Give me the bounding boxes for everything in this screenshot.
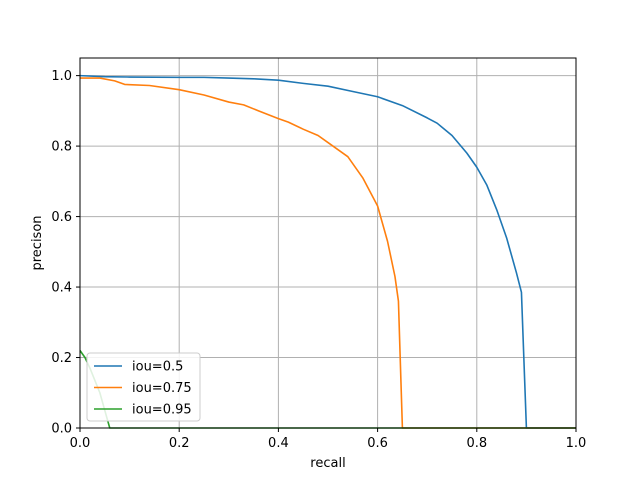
y-tick-label: 0.2 [51,351,72,366]
x-tick-label: 0.2 [169,436,190,451]
x-tick-label: 0.6 [367,436,388,451]
series-line-1 [80,77,576,429]
series-line-0 [79,74,576,429]
legend-box [86,352,201,422]
y-tick-label: 0.6 [51,210,72,225]
x-tick-label: 1.0 [566,436,587,451]
x-axis-label: recall [310,456,345,471]
y-tick-label: 0.8 [51,140,72,155]
y-tick-label: 0.4 [51,281,72,296]
legend: iou=0.5 iou=0.75 iou=0.95 [86,352,201,422]
plot-frame [79,57,577,429]
legend-label-0: iou=0.5 [132,360,183,375]
x-tick-label: 0.0 [70,436,91,451]
x-tick-label: 0.8 [466,436,487,451]
legend-label-2: iou=0.95 [132,403,192,418]
axis-ticks: 0.0 0.2 0.4 0.6 0.8 1.0 0.0 0.2 0.4 0.6 0.8 1.0 [51,69,586,451]
y-tick-label: 1.0 [51,69,72,84]
y-axis-label: precison [30,215,45,270]
x-tick-label: 0.4 [268,436,289,451]
y-tick-label: 0.0 [51,422,72,437]
legend-label-1: iou=0.75 [132,381,192,396]
